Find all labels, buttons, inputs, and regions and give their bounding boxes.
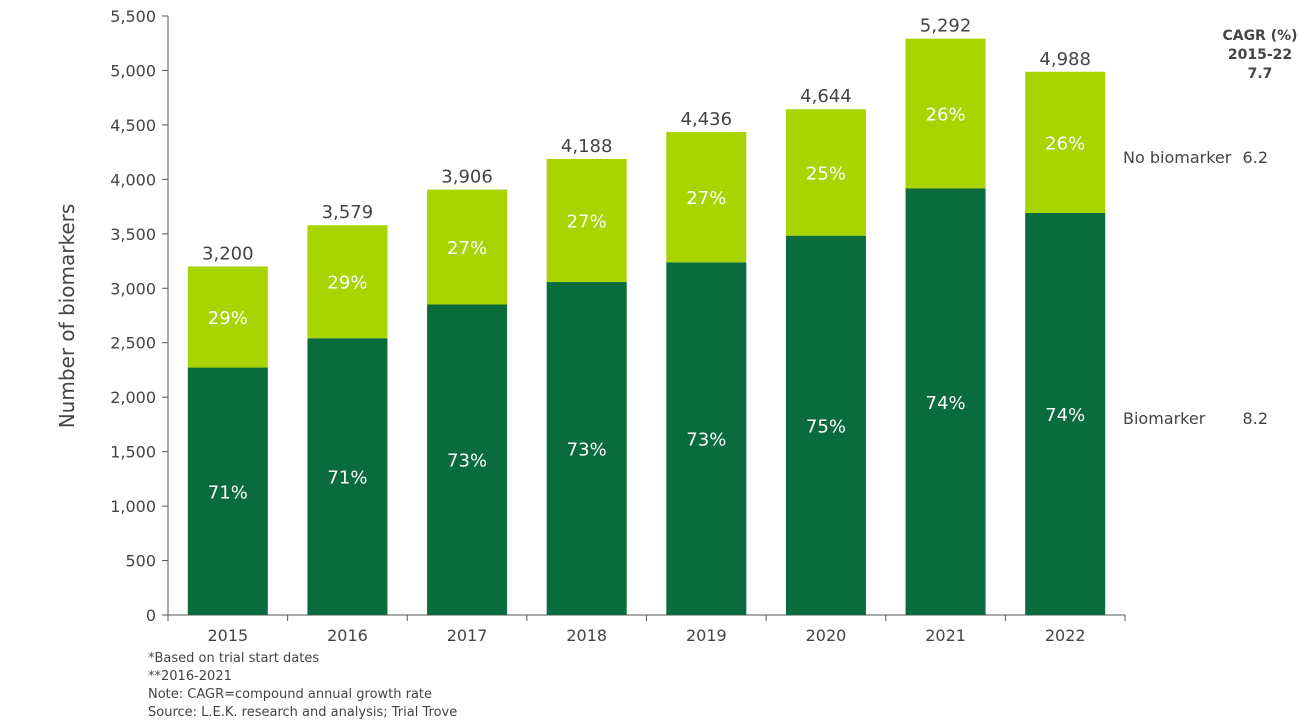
footnote: Note: CAGR=compound annual growth rate <box>148 687 433 702</box>
data-label: 26% <box>1045 133 1085 154</box>
x-tick-label: 2019 <box>686 626 727 645</box>
bar-segment-biomarker <box>666 262 747 615</box>
footnote: **2016-2021 <box>148 669 232 684</box>
x-tick-label: 2016 <box>327 626 368 645</box>
bar-segment-no-biomarker <box>785 109 866 236</box>
y-tick-label: 4,500 <box>110 116 156 135</box>
data-label: 73% <box>447 451 487 472</box>
data-label: 29% <box>327 273 367 294</box>
data-label: 27% <box>567 211 607 232</box>
cagr-title: CAGR (%) <box>1222 28 1298 44</box>
legend-label: No biomarker <box>1123 148 1232 167</box>
data-label: 71% <box>208 482 248 503</box>
bar-segment-biomarker <box>307 338 388 615</box>
cagr-period: 2015-22 <box>1227 47 1293 63</box>
total-label: 4,644 <box>800 86 852 107</box>
cagr-total: 7.7 <box>1247 66 1273 82</box>
total-label: 5,292 <box>920 16 972 37</box>
total-label: 3,906 <box>441 167 493 188</box>
data-label: 73% <box>686 430 726 451</box>
y-tick-label: 2,000 <box>110 388 156 407</box>
cagr-value: 6.2 <box>1243 148 1268 167</box>
bar-segment-biomarker <box>785 235 866 616</box>
data-label: 26% <box>926 105 966 126</box>
cagr-header: CAGR (%) 2015-22 7.7 <box>1210 27 1300 84</box>
x-tick-label: 2015 <box>207 626 248 645</box>
bar-segment-biomarker <box>546 282 627 615</box>
data-label: 71% <box>327 468 367 489</box>
total-label: 3,579 <box>322 202 374 223</box>
total-label: 4,436 <box>681 109 733 130</box>
bar-segment-no-biomarker <box>427 189 508 305</box>
bar-segment-no-biomarker <box>905 38 986 189</box>
x-tick-label: 2020 <box>806 626 847 645</box>
data-label: 25% <box>806 163 846 184</box>
x-tick-label: 2022 <box>1045 626 1086 645</box>
data-label: 73% <box>567 440 607 461</box>
bar-segment-biomarker <box>427 304 508 615</box>
data-label: 27% <box>447 238 487 259</box>
y-tick-label: 1,500 <box>110 443 156 462</box>
total-label: 3,200 <box>202 243 254 264</box>
bar-segment-no-biomarker <box>307 225 388 339</box>
footnote: *Based on trial start dates <box>148 651 320 666</box>
y-tick-label: 500 <box>125 552 156 571</box>
x-tick-label: 2017 <box>447 626 488 645</box>
y-tick-label: 1,000 <box>110 497 156 516</box>
y-tick-label: 5,000 <box>110 61 156 80</box>
data-label: 27% <box>686 188 726 209</box>
total-label: 4,188 <box>561 136 613 157</box>
y-tick-label: 4,000 <box>110 170 156 189</box>
bar-segment-no-biomarker <box>546 158 627 283</box>
data-label: 74% <box>1045 405 1085 426</box>
bar-segment-biomarker <box>905 188 986 615</box>
bar-segment-no-biomarker <box>1025 71 1106 214</box>
y-tick-label: 5,500 <box>110 7 156 26</box>
y-tick-label: 2,500 <box>110 334 156 353</box>
x-tick-label: 2018 <box>566 626 607 645</box>
footnotes: *Based on trial start dates **2016-2021 … <box>148 650 457 722</box>
bar-segment-biomarker <box>187 367 268 615</box>
data-label: 74% <box>926 393 966 414</box>
total-label: 4,988 <box>1039 49 1091 70</box>
x-tick-label: 2021 <box>925 626 966 645</box>
source-note: Source: L.E.K. research and analysis; Tr… <box>148 705 458 720</box>
y-axis-label: Number of biomarkers <box>55 204 79 429</box>
bar-segment-no-biomarker <box>666 131 747 263</box>
y-tick-label: 3,500 <box>110 225 156 244</box>
bar-segment-biomarker <box>1025 213 1106 615</box>
cagr-value: 8.2 <box>1243 409 1268 428</box>
legend-label: Biomarker <box>1123 409 1206 428</box>
y-tick-label: 3,000 <box>110 279 156 298</box>
data-label: 29% <box>208 308 248 329</box>
bar-segment-no-biomarker <box>187 266 268 368</box>
data-label: 75% <box>806 416 846 437</box>
y-tick-label: 0 <box>146 606 156 625</box>
